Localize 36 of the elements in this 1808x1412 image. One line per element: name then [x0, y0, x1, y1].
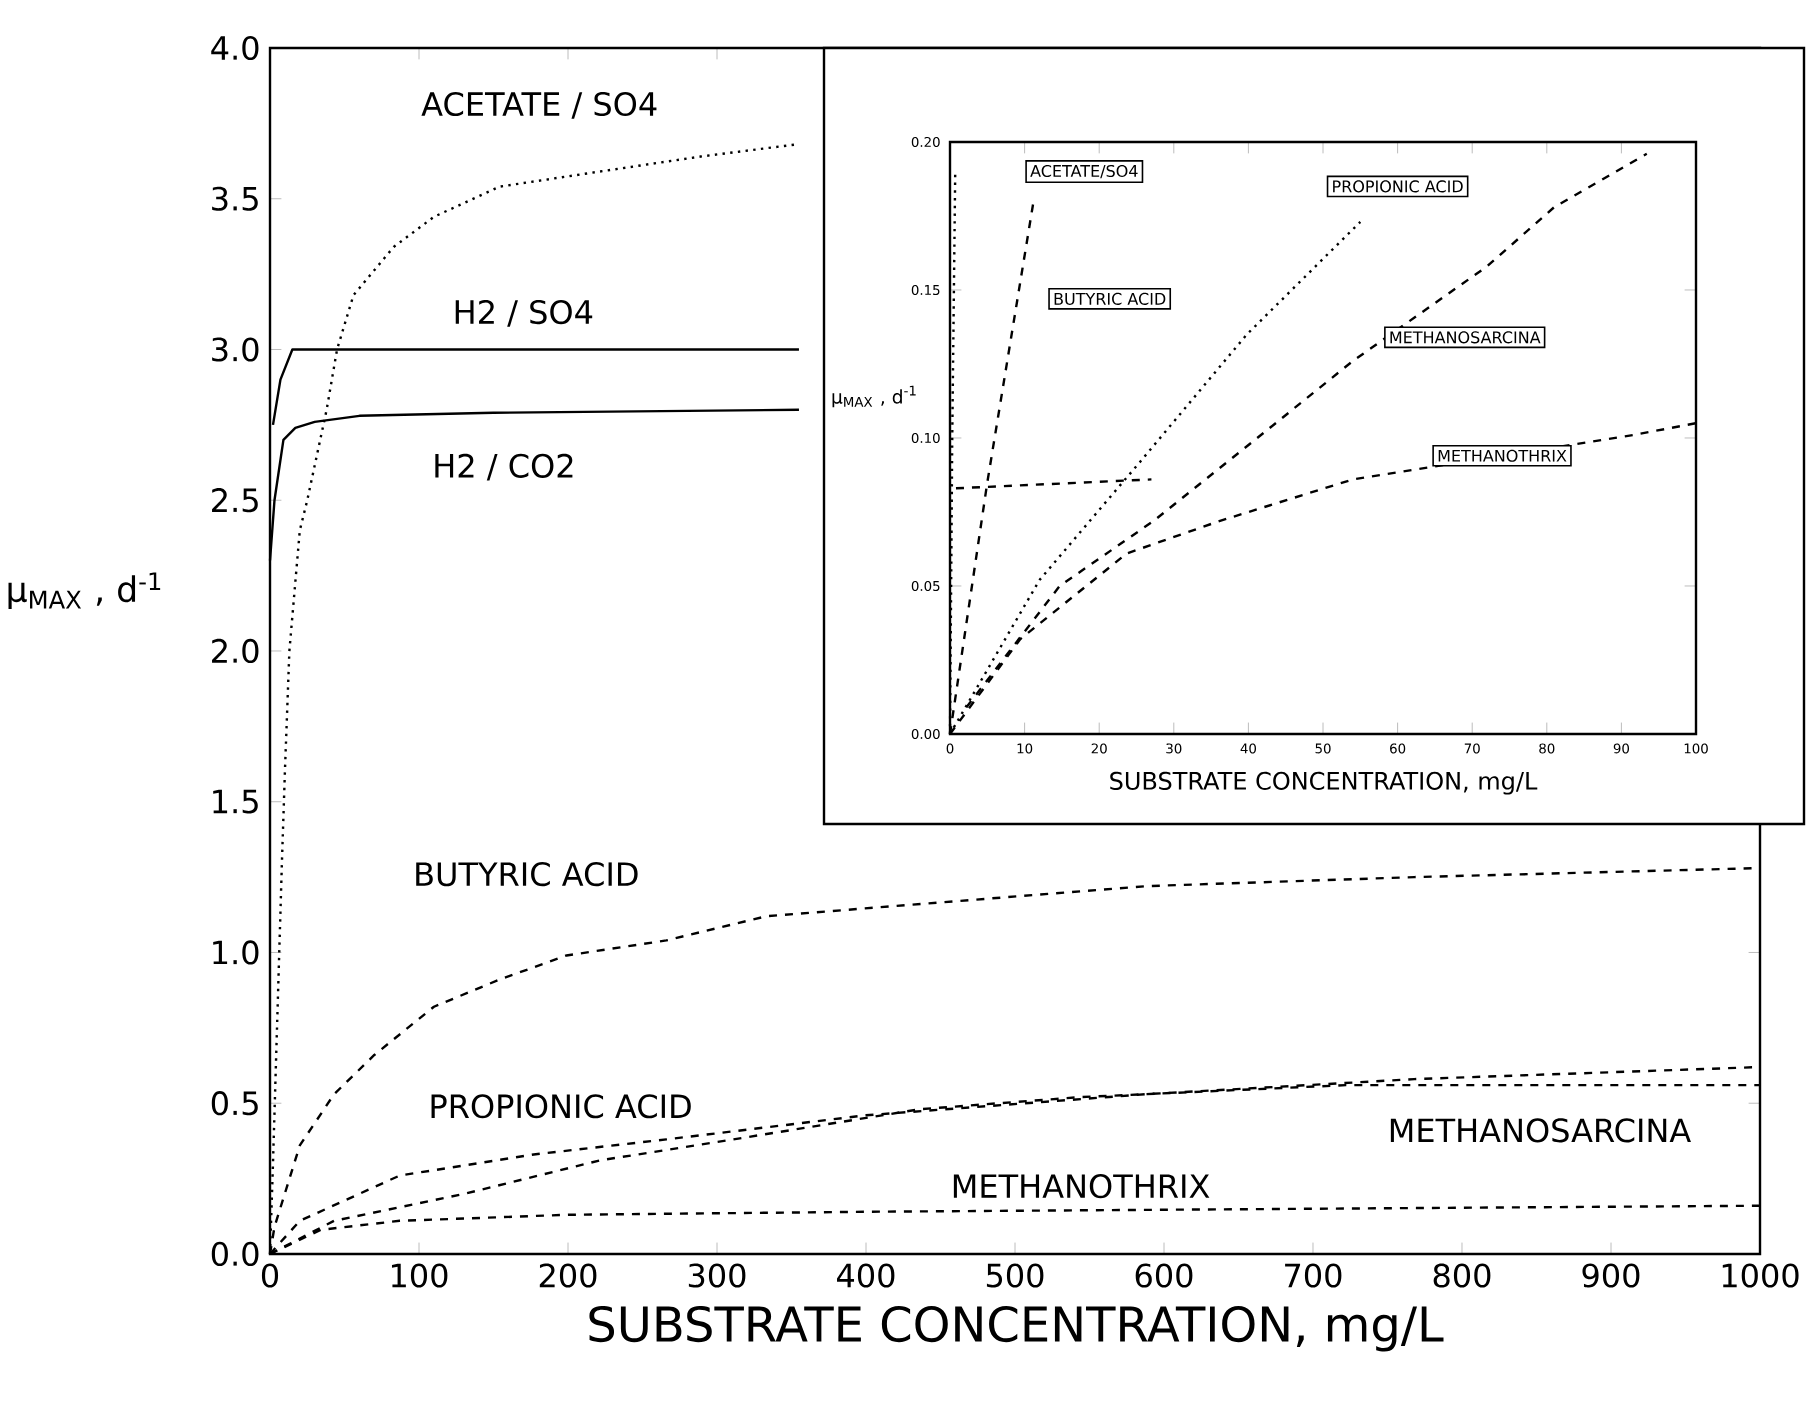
series-label: H2 / CO2: [435, 453, 573, 481]
x-tick-label: 500: [986, 1263, 1044, 1288]
series-label: H2 / SO4: [455, 299, 593, 327]
series-label: METHANOSARCINA: [1390, 331, 1541, 344]
y-axis-title: μ$_{MAX}$ , d$^{-1}$: [8, 572, 161, 609]
x-tick-label: 400: [837, 1263, 895, 1288]
series-label: ACETATE / SO4: [421, 91, 657, 119]
x-tick-label: 900: [1582, 1263, 1640, 1288]
x-axis-title: SUBSTRATE CONCENTRATION, mg/L: [1110, 771, 1538, 795]
y-tick-label: 1.5: [213, 789, 258, 814]
x-tick-label: 1000: [1722, 1263, 1799, 1288]
series-label: METHANOSARCINA: [1390, 1118, 1691, 1143]
y-tick-label: 0.5: [211, 1091, 258, 1116]
text: BUTYRIC ACID: [1054, 292, 1166, 305]
x-tick-label: 700: [1285, 1263, 1342, 1288]
x-axis-title: SUBSTRATE CONCENTRATION, mg/L: [589, 1305, 1444, 1352]
y-tick-label: 3.0: [212, 337, 259, 362]
y-tick-label: 4.0: [211, 35, 259, 61]
x-tick-label: 100: [391, 1263, 448, 1288]
series-label: PROPIONIC ACID: [431, 1094, 691, 1119]
y-tick-label: 2.5: [212, 488, 258, 513]
y-tick-label: 0.0: [211, 1241, 259, 1267]
x-tick-label: 0: [261, 1263, 279, 1288]
y-tick-label: 1.0: [213, 940, 259, 965]
x-tick-label: 800: [1433, 1263, 1491, 1288]
y-tick-label: 3.5: [212, 186, 258, 211]
text: ACETATE/SO4: [1030, 164, 1138, 179]
y-tick-label: 2.0: [212, 638, 259, 664]
x-tick-label: 600: [1135, 1263, 1193, 1288]
x-tick-label: 300: [688, 1263, 746, 1288]
y-axis-title: μ$_{MAX}$ , d$^{-1}$: [832, 385, 916, 408]
series-label: METHANOTHRIX: [1438, 449, 1567, 462]
series-label: BUTYRIC ACID: [416, 861, 638, 887]
text: PROPIONIC ACID: [1333, 180, 1463, 193]
series-label: METHANOTHRIX: [953, 1174, 1210, 1199]
x-tick-label: 200: [539, 1263, 597, 1288]
